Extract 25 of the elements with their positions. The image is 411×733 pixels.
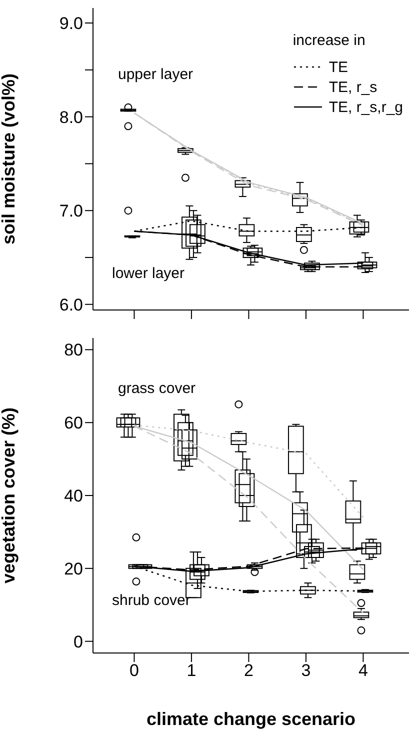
legend-label: TE, r_s: [328, 78, 378, 96]
annotation: upper layer: [118, 66, 194, 83]
x-tick-label: 2: [244, 661, 254, 680]
y-tick-label: 20: [64, 559, 83, 578]
x-axis-title: climate change scenario: [146, 709, 356, 729]
annotation: lower layer: [112, 265, 185, 282]
y-tick-label: 6.0: [59, 295, 83, 314]
y-tick-label: 0: [74, 632, 83, 652]
y-axis-title: vegetation cover (%): [0, 407, 18, 584]
y-tick-label: 8.0: [59, 108, 83, 127]
y-tick-label: 80: [64, 340, 83, 360]
x-tick-label: 1: [186, 661, 196, 680]
y-tick-label: 9.0: [59, 14, 83, 34]
y-tick-label: 7.0: [59, 202, 83, 221]
y-tick-label: 60: [64, 414, 83, 433]
legend-title: increase in: [292, 32, 366, 49]
x-tick-label: 3: [301, 661, 311, 680]
legend-label: TE: [328, 58, 348, 76]
annotation: shrub cover: [112, 592, 190, 609]
legend-label: TE, r_s,r_g: [328, 98, 403, 116]
x-tick-label: 0: [129, 661, 139, 680]
x-tick-label: 4: [358, 661, 368, 680]
y-tick-label: 40: [64, 486, 83, 506]
annotation: grass cover: [118, 380, 196, 397]
y-axis-title: soil moisture (vol%): [0, 73, 18, 245]
